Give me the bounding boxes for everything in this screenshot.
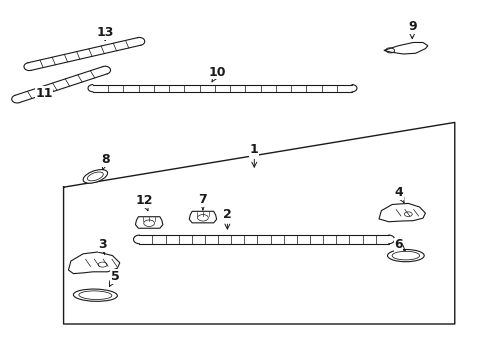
Polygon shape [68, 252, 120, 274]
Polygon shape [189, 211, 216, 223]
Text: 7: 7 [198, 193, 207, 210]
Text: 3: 3 [98, 238, 107, 255]
Text: 1: 1 [249, 143, 258, 167]
Polygon shape [135, 217, 163, 228]
Text: 9: 9 [407, 21, 416, 39]
Text: 2: 2 [223, 208, 231, 229]
Ellipse shape [73, 289, 117, 301]
Polygon shape [383, 42, 427, 54]
Text: 5: 5 [109, 270, 119, 287]
Polygon shape [378, 203, 425, 222]
Text: 13: 13 [96, 26, 114, 40]
Text: 11: 11 [35, 87, 53, 100]
Ellipse shape [83, 170, 107, 183]
Text: 12: 12 [135, 194, 153, 211]
Text: 4: 4 [393, 186, 403, 203]
Text: 10: 10 [208, 66, 226, 82]
Text: 8: 8 [101, 153, 109, 170]
Text: 6: 6 [393, 238, 405, 251]
Ellipse shape [386, 249, 424, 262]
